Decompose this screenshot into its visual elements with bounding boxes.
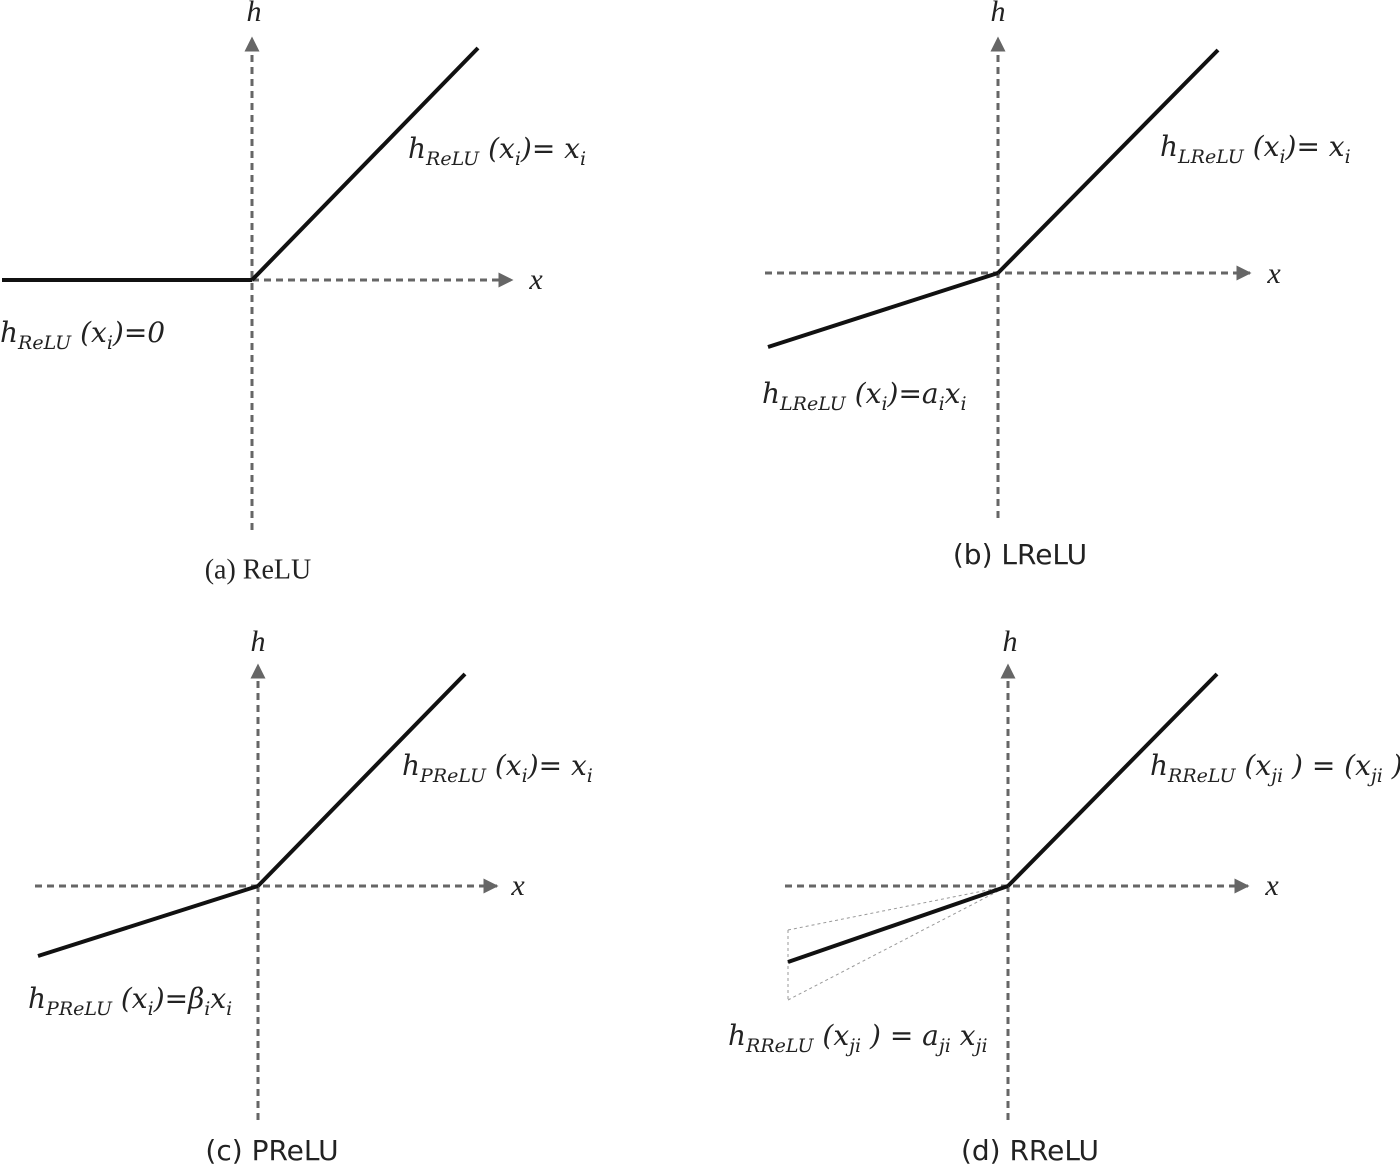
subscript: i bbox=[204, 998, 210, 1020]
subscript: i bbox=[148, 998, 154, 1020]
formula-part: ) = a bbox=[861, 1019, 939, 1052]
formula-part: (x bbox=[846, 377, 882, 410]
formula: hPReLU (xi)=βixi bbox=[28, 982, 232, 1020]
subscript: i bbox=[1345, 146, 1351, 168]
subscript: i bbox=[107, 332, 113, 354]
subscript: RReLU bbox=[745, 1035, 814, 1057]
formula-part: h bbox=[1150, 749, 1168, 782]
formula: hLReLU (xi)=aixi bbox=[762, 377, 967, 415]
formula-part: (x bbox=[112, 982, 148, 1015]
formula-part: (x bbox=[479, 132, 515, 165]
formula-part: (x bbox=[1244, 130, 1280, 163]
formula-part: h bbox=[408, 132, 426, 165]
caption: (d) RReLU bbox=[961, 1134, 1099, 1167]
formula-part: x bbox=[945, 377, 961, 410]
subscript: i bbox=[226, 998, 232, 1020]
subscript: i bbox=[939, 393, 945, 415]
formula-part: h bbox=[728, 1019, 746, 1052]
y-axis-label: h bbox=[1003, 625, 1018, 658]
formula: hPReLU (xi)= xi bbox=[402, 749, 593, 787]
subscript: PReLU bbox=[419, 765, 487, 787]
formula-part: x bbox=[951, 1019, 976, 1052]
formula: hReLU (xi)=0 bbox=[0, 316, 165, 354]
formula-part: h bbox=[1160, 130, 1178, 163]
formula-part: )= x bbox=[520, 132, 580, 165]
subscript: i bbox=[960, 393, 966, 415]
function-line bbox=[996, 48, 1220, 275]
range-line bbox=[787, 885, 1009, 931]
subscript: ReLU bbox=[425, 148, 480, 170]
range-line bbox=[787, 885, 1009, 1001]
subscript: i bbox=[580, 148, 586, 170]
formula-part: )=a bbox=[887, 377, 939, 410]
x-axis-label: x bbox=[1266, 257, 1281, 290]
formula-part: )= x bbox=[1285, 130, 1345, 163]
subscript: ji bbox=[1367, 765, 1383, 787]
y-axis-label: h bbox=[247, 0, 262, 28]
subscript: ReLU bbox=[17, 332, 72, 354]
formula-part: )=β bbox=[153, 982, 205, 1015]
x-axis-label: x bbox=[1264, 869, 1279, 902]
formula-part: (x bbox=[71, 316, 107, 349]
subscript: i bbox=[515, 148, 521, 170]
subscript: ji bbox=[1267, 765, 1283, 787]
function-line bbox=[1006, 672, 1219, 888]
formula-part: h bbox=[402, 749, 420, 782]
formula-part: ) bbox=[1383, 749, 1400, 782]
y-axis-label: h bbox=[991, 0, 1006, 28]
formula-part: (x bbox=[1236, 749, 1272, 782]
formula-part: h bbox=[28, 982, 46, 1015]
formula: hRReLU (xji ) = (xji ) bbox=[1150, 749, 1400, 787]
function-line bbox=[250, 46, 480, 282]
subscript: RReLU bbox=[1167, 765, 1236, 787]
subscript: i bbox=[587, 765, 593, 787]
formula: hRReLU (xji ) = aji xji bbox=[728, 1019, 988, 1057]
formula-part: h bbox=[762, 377, 780, 410]
function-line bbox=[767, 271, 999, 349]
subscript: LReLU bbox=[1177, 146, 1245, 168]
caption: (b) LReLU bbox=[953, 538, 1087, 571]
formula: hReLU (xi)= xi bbox=[408, 132, 586, 170]
caption: (a) ReLU bbox=[205, 554, 312, 585]
function-line bbox=[37, 884, 259, 958]
subscript: ji bbox=[845, 1035, 861, 1057]
subscript: i bbox=[881, 393, 887, 415]
formula-part: )= x bbox=[527, 749, 587, 782]
formula: hLReLU (xi)= xi bbox=[1160, 130, 1351, 168]
x-axis-label: x bbox=[528, 263, 543, 296]
subscript: LReLU bbox=[779, 393, 847, 415]
formula-part: (x bbox=[486, 749, 522, 782]
formula-part: )=0 bbox=[112, 316, 165, 349]
subscript: ji bbox=[935, 1035, 951, 1057]
formula-part: x bbox=[210, 982, 226, 1015]
formula-part: (x bbox=[814, 1019, 850, 1052]
function-line bbox=[256, 672, 467, 888]
function-line bbox=[787, 884, 1009, 964]
x-axis-label: x bbox=[510, 869, 525, 902]
formula-part: ) = (x bbox=[1283, 749, 1371, 782]
y-axis-label: h bbox=[251, 625, 266, 658]
subscript: i bbox=[1279, 146, 1285, 168]
subscript: i bbox=[522, 765, 528, 787]
subscript: PReLU bbox=[45, 998, 113, 1020]
formula-part: h bbox=[0, 316, 18, 349]
caption: (c) PReLU bbox=[205, 1134, 338, 1167]
subscript: ji bbox=[972, 1035, 988, 1057]
